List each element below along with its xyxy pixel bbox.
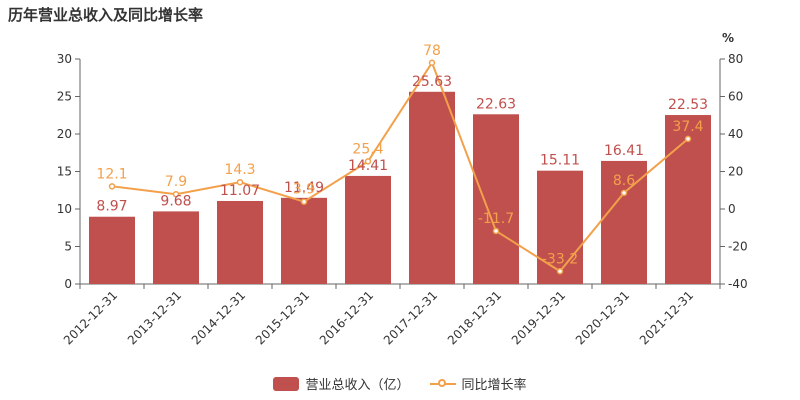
growth-value-label: 7.9 [165, 174, 187, 190]
legend-item-revenue[interactable]: 营业总收入（亿） [273, 374, 410, 393]
growth-value-label: -11.7 [478, 211, 514, 227]
growth-point [300, 198, 308, 205]
growth-value-label: 12.1 [96, 166, 127, 182]
legend-label-growth: 同比增长率 [461, 378, 527, 393]
revenue-value-label: 16.41 [604, 143, 644, 159]
legend-item-growth[interactable]: 同比增长率 [429, 374, 527, 393]
y-left-tick-label: 25 [57, 90, 72, 104]
revenue-bar [89, 216, 135, 284]
revenue-value-label: 8.97 [96, 199, 127, 215]
chart-title: 历年营业总收入及同比增长率 [8, 6, 204, 24]
revenue-bar [537, 170, 583, 284]
y-right-tick-label: 0 [728, 202, 736, 216]
y-right-tick-label: 60 [728, 90, 743, 104]
data-labels: 8.97 9.68 11.07 11.49 14.41 25.63 22.63 15.11 16… [96, 43, 708, 268]
revenue-bar [473, 114, 519, 285]
y-right-tick-label: 80 [728, 52, 743, 66]
x-tick-label: 2020-12-31 [573, 288, 632, 347]
revenue-bar [345, 175, 391, 284]
y-right-unit: % [722, 31, 734, 45]
legend-label-revenue: 营业总收入（亿） [305, 378, 410, 393]
growth-value-label: 8.6 [613, 173, 635, 189]
x-tick-label: 2012-12-31 [61, 288, 120, 347]
revenue-value-label: 11.49 [284, 180, 324, 196]
growth-point [556, 268, 564, 275]
x-tick-label: 2014-12-31 [189, 288, 248, 347]
growth-value-label: 25.4 [352, 141, 383, 157]
growth-point [364, 158, 372, 165]
growth-point [428, 59, 436, 66]
y-right-tick-label: 20 [728, 165, 743, 179]
growth-point [108, 183, 116, 190]
x-tick-label: 2019-12-31 [509, 288, 568, 347]
growth-point [172, 190, 180, 198]
y-left-tick-label: 15 [57, 165, 72, 179]
revenue-bar [409, 91, 455, 285]
revenue-value-label: 22.63 [476, 96, 516, 112]
revenue-bar [665, 115, 711, 285]
y-left-tick-label: 10 [57, 202, 72, 216]
revenue-bar [601, 160, 647, 284]
x-tick-label: 2015-12-31 [253, 288, 312, 347]
revenue-value-label: 14.41 [348, 158, 388, 174]
y-left-tick-label: 30 [57, 52, 72, 66]
growth-value-label: 78 [423, 43, 441, 59]
x-tick-label: 2016-12-31 [317, 288, 376, 347]
revenue-value-label: 11.07 [220, 183, 260, 199]
y-right-tick-label: 40 [728, 127, 743, 141]
revenue-value-label: 22.53 [668, 97, 708, 113]
legend: 营业总收入（亿） 同比增长率 [0, 374, 800, 393]
x-tick-label: 2021-12-31 [637, 288, 696, 347]
legend-bar-swatch [273, 376, 300, 391]
revenue-value-label: 25.63 [412, 74, 452, 90]
growth-value-label: 3.9 [293, 182, 315, 198]
growth-value-label: 14.3 [224, 162, 255, 178]
revenue-bar [217, 200, 263, 284]
line-series [108, 59, 692, 275]
bar-series [89, 91, 711, 285]
growth-point [684, 135, 692, 143]
growth-line [111, 60, 689, 273]
revenue-bar [153, 211, 199, 284]
legend-line-swatch [429, 377, 456, 391]
growth-point [236, 178, 244, 186]
growth-value-label: -33.2 [542, 251, 578, 267]
revenue-bar [281, 197, 327, 284]
y-left-tick-label: 0 [64, 277, 72, 291]
x-tick-label: 2013-12-31 [125, 288, 184, 347]
x-tick-label: 2017-12-31 [381, 288, 440, 347]
y-left-tick-label: 20 [57, 127, 72, 141]
x-tick-label: 2018-12-31 [445, 288, 504, 347]
y-left-tick-label: 5 [64, 240, 72, 254]
revenue-value-label: 15.11 [540, 153, 580, 169]
growth-point [620, 189, 628, 197]
growth-value-label: 37.4 [672, 119, 703, 135]
y-right-tick-label: -40 [728, 277, 748, 291]
growth-point [492, 227, 500, 235]
revenue-value-label: 9.68 [160, 193, 191, 209]
y-right-tick-label: -20 [728, 240, 748, 254]
